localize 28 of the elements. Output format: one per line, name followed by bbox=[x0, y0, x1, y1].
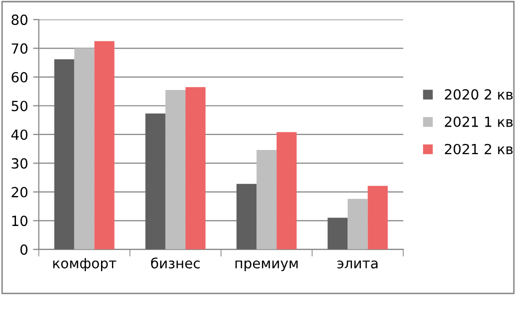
bar bbox=[328, 218, 348, 250]
y-tick-label: 50 bbox=[12, 100, 28, 112]
bar bbox=[236, 184, 257, 250]
y-tick-label: 70 bbox=[12, 43, 28, 54]
bar bbox=[54, 59, 74, 250]
bar bbox=[74, 48, 94, 250]
y-tick-label: 0 bbox=[20, 244, 28, 255]
y-tick-label: 30 bbox=[12, 158, 28, 169]
y-tick-label: 20 bbox=[12, 186, 28, 198]
x-tick-label: комфорт bbox=[53, 258, 116, 272]
bar bbox=[256, 150, 277, 250]
y-tick-label: 80 bbox=[12, 14, 28, 26]
y-tick-label: 10 bbox=[12, 216, 28, 226]
bar bbox=[185, 87, 206, 250]
bar bbox=[368, 186, 388, 250]
legend-label: 2021 1 кв bbox=[444, 116, 513, 128]
bar bbox=[276, 132, 297, 250]
x-tick-label: премиум bbox=[236, 260, 298, 272]
bar bbox=[165, 90, 186, 250]
bar bbox=[94, 41, 114, 250]
y-tick-label: 60 bbox=[12, 72, 28, 82]
y-tick-label: 40 bbox=[11, 129, 28, 140]
bar bbox=[145, 114, 166, 250]
x-tick-label: бизнес bbox=[151, 257, 200, 268]
x-tick-label: элита bbox=[337, 260, 378, 268]
legend-label: 2021 2 кв bbox=[444, 144, 513, 154]
legend-label: 2020 2 кв bbox=[444, 89, 513, 100]
bar bbox=[348, 198, 368, 250]
